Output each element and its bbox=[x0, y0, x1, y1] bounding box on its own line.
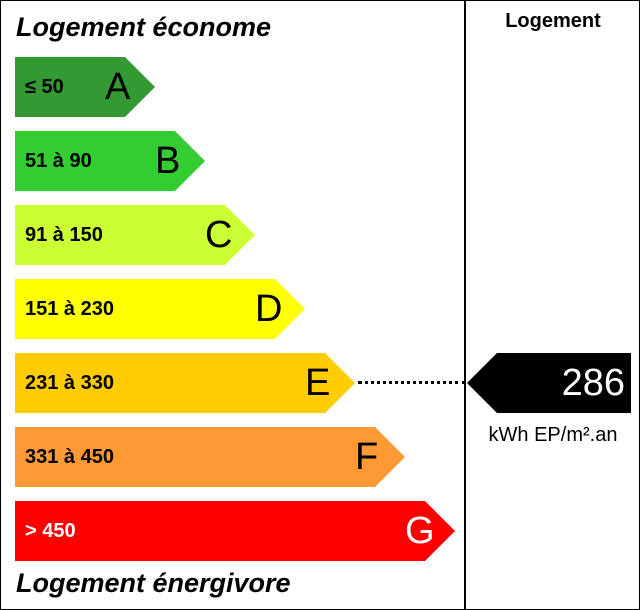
band-a-letter: A bbox=[105, 66, 131, 108]
consumption-unit: kWh EP/m².an bbox=[488, 424, 618, 446]
band-b-letter: B bbox=[155, 140, 181, 182]
band-a: ≤ 50 A bbox=[15, 57, 155, 117]
consumption-value: 286 bbox=[561, 362, 625, 404]
band-b-arrow bbox=[15, 131, 205, 191]
indicator-leader-line bbox=[358, 381, 466, 384]
band-g-range: > 450 bbox=[25, 520, 76, 542]
value-marker-arrow bbox=[467, 353, 631, 413]
band-a-arrow bbox=[15, 57, 155, 117]
band-f: 331 à 450 F bbox=[15, 427, 405, 487]
band-f-range: 331 à 450 bbox=[25, 446, 114, 468]
value-marker: 286 bbox=[467, 353, 631, 413]
band-a-range: ≤ 50 bbox=[25, 76, 64, 98]
band-g: > 450 G bbox=[15, 501, 455, 561]
band-e-arrow bbox=[15, 353, 355, 413]
column-heading: Logement bbox=[505, 10, 601, 32]
economical-heading: Logement économe bbox=[16, 12, 272, 42]
energivore-heading: Logement énergivore bbox=[16, 568, 291, 598]
column-divider bbox=[464, 0, 466, 610]
band-d-range: 151 à 230 bbox=[25, 298, 114, 320]
band-f-arrow bbox=[15, 427, 405, 487]
band-d: 151 à 230 D bbox=[15, 279, 305, 339]
band-f-letter: F bbox=[355, 436, 379, 478]
band-g-letter: G bbox=[405, 510, 435, 552]
band-c-letter: C bbox=[205, 214, 233, 256]
band-c-arrow bbox=[15, 205, 255, 265]
band-e: 231 à 330 E bbox=[15, 353, 355, 413]
band-b-range: 51 à 90 bbox=[25, 150, 92, 172]
band-g-arrow bbox=[15, 501, 455, 561]
band-d-letter: D bbox=[255, 288, 283, 330]
band-d-arrow bbox=[15, 279, 305, 339]
band-c-range: 91 à 150 bbox=[25, 224, 103, 246]
band-c: 91 à 150 C bbox=[15, 205, 255, 265]
band-b: 51 à 90 B bbox=[15, 131, 205, 191]
band-e-letter: E bbox=[305, 362, 331, 404]
band-e-range: 231 à 330 bbox=[25, 372, 114, 394]
